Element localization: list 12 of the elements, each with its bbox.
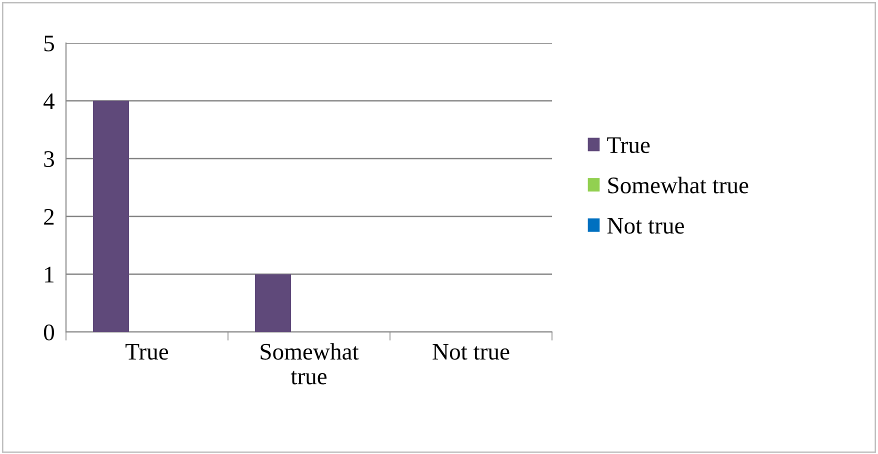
y-tick-label: 2 (44, 208, 54, 225)
legend-label: Somewhat true (608, 176, 748, 194)
legend-label: True (607, 137, 650, 154)
legend-label: Not true (607, 218, 684, 234)
y-tick-label: 3 (44, 151, 54, 168)
x-tick-label: True (126, 344, 168, 360)
y-tick-label: 5 (44, 36, 54, 52)
y-tick-label: 4 (44, 93, 55, 109)
x-tick-label: Somewhat true (260, 343, 359, 384)
y-tick-label: 0 (44, 324, 54, 340)
x-tick-label: Not true (432, 344, 510, 360)
y-tick-label: 1 (45, 266, 54, 282)
